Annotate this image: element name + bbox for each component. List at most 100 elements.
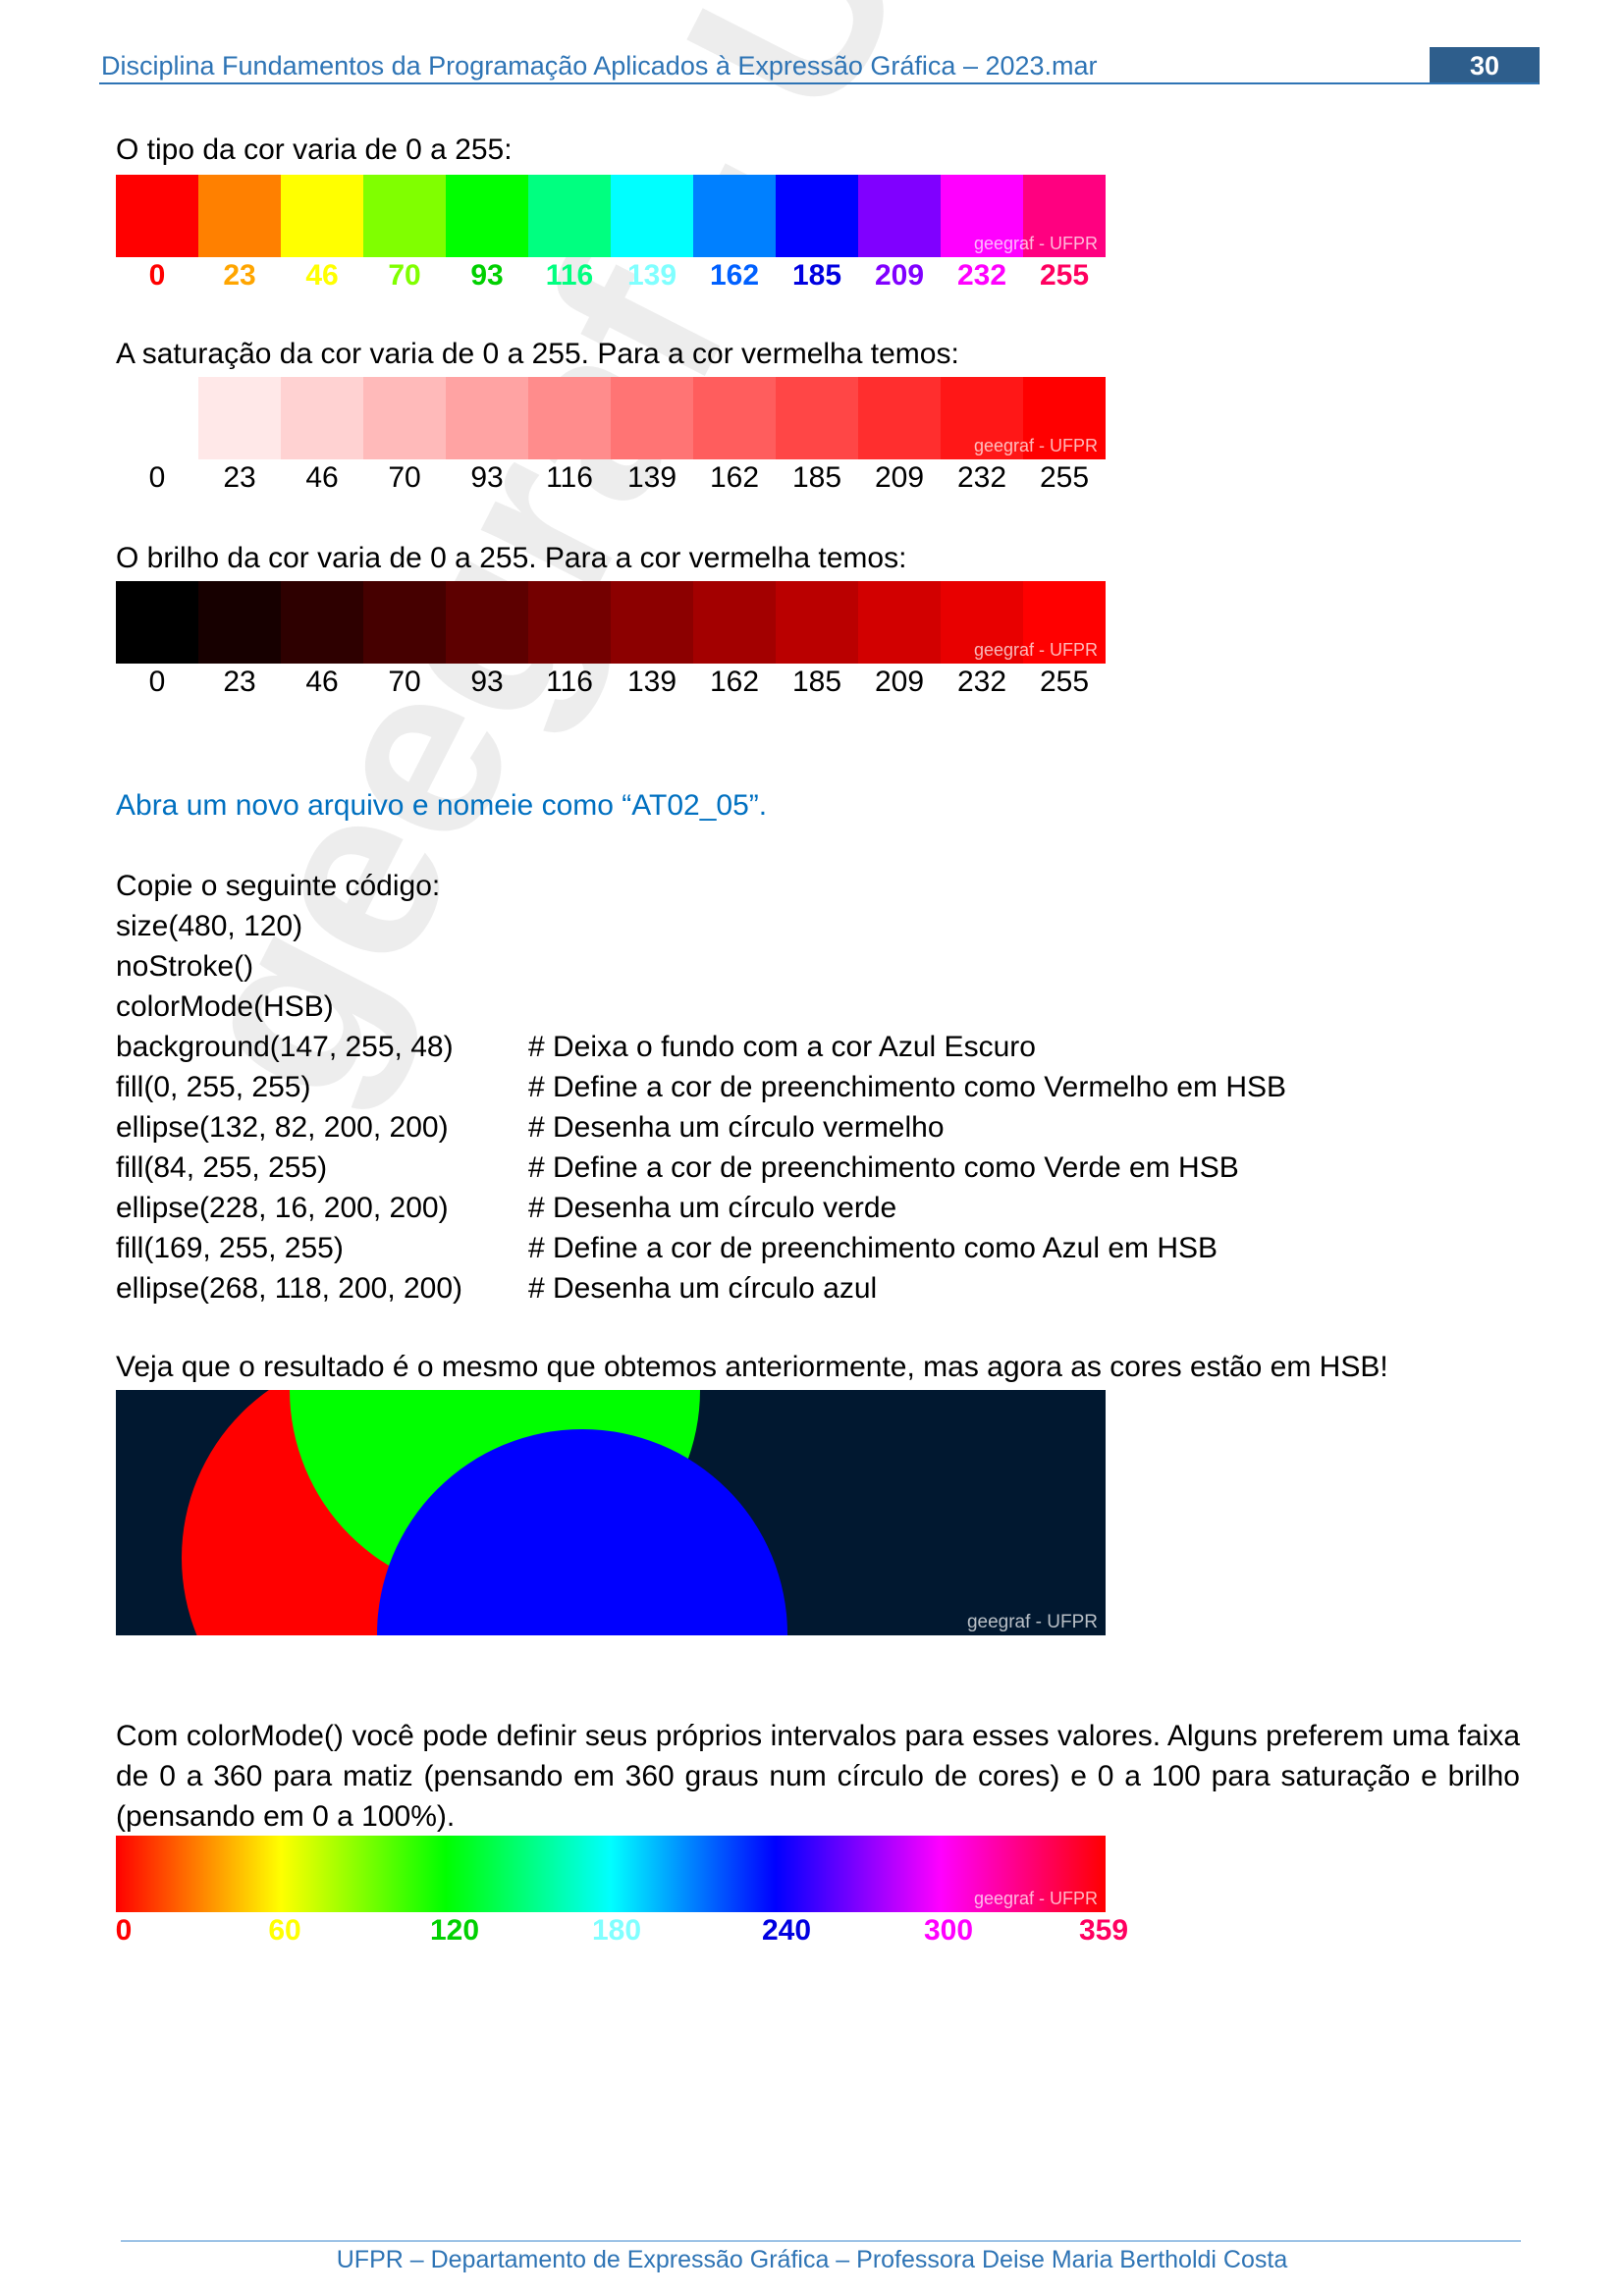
- value-label: 162: [709, 461, 760, 494]
- value-label: 185: [791, 666, 842, 698]
- code-line: fill(84, 255, 255): [116, 1151, 328, 1184]
- color-swatch: [693, 175, 776, 257]
- value-label: 0: [148, 259, 166, 292]
- instruction-text: Abra um novo arquivo e nomeie como “AT02…: [116, 789, 768, 822]
- value-label: 116: [546, 461, 593, 494]
- color-swatch: [941, 581, 1023, 664]
- color-swatch: [611, 175, 693, 257]
- color-swatch: [776, 175, 858, 257]
- color-swatch: [693, 377, 776, 459]
- strip-watermark: geegraf - UFPR: [973, 234, 1098, 253]
- hue360-label: 120: [429, 1914, 480, 1947]
- color-swatch: [281, 581, 363, 664]
- colormode-paragraph: Com colorMode() você pode definir seus p…: [116, 1720, 1520, 1833]
- header-divider: [99, 82, 1539, 84]
- code-line: background(147, 255, 48): [116, 1031, 454, 1063]
- color-swatch: [363, 377, 446, 459]
- value-label: 93: [470, 461, 504, 494]
- hue-strip: geegraf - UFPR: [116, 175, 1106, 257]
- color-swatch: [528, 377, 611, 459]
- value-label: 255: [1039, 259, 1090, 292]
- value-label: 232: [956, 461, 1007, 494]
- color-swatch: [693, 581, 776, 664]
- value-label: 162: [709, 259, 760, 292]
- result-watermark: geegraf - UFPR: [967, 1612, 1098, 1632]
- color-swatch: [281, 377, 363, 459]
- value-label: 232: [956, 259, 1007, 292]
- brightness-strip: geegraf - UFPR: [116, 581, 1106, 664]
- footer-text: UFPR – Departamento de Expressão Gráfica…: [336, 2246, 1288, 2273]
- result-text: Veja que o resultado é o mesmo que obtem…: [116, 1351, 1388, 1383]
- value-label: 70: [388, 666, 421, 698]
- value-label: 232: [956, 666, 1007, 698]
- hue360-label: 359: [1078, 1914, 1129, 1947]
- copy-intro-text: Copie o seguinte código:: [116, 870, 441, 902]
- value-label: 209: [874, 259, 925, 292]
- color-swatch: [858, 581, 941, 664]
- value-label: 46: [305, 259, 339, 292]
- code-line: fill(169, 255, 255): [116, 1232, 344, 1264]
- hsb-result-image: geegraf - UFPR: [116, 1390, 1106, 1635]
- color-swatch: [941, 175, 1023, 257]
- color-swatch: [528, 175, 611, 257]
- color-swatch: [198, 377, 281, 459]
- color-swatch: [116, 377, 198, 459]
- color-swatch: [281, 175, 363, 257]
- strip-watermark: geegraf - UFPR: [973, 640, 1098, 660]
- page-number: 30: [1430, 47, 1540, 84]
- color-swatch: [116, 175, 198, 257]
- color-swatch: [446, 377, 528, 459]
- color-swatch: [611, 377, 693, 459]
- value-label: 70: [388, 259, 421, 292]
- color-swatch: [858, 175, 941, 257]
- color-swatch: [776, 377, 858, 459]
- color-swatch: [116, 581, 198, 664]
- color-swatch: [198, 581, 281, 664]
- header-title: Disciplina Fundamentos da Programação Ap…: [101, 51, 1098, 80]
- code-comment: # Define a cor de preenchimento como Ver…: [528, 1071, 1287, 1103]
- footer-divider: [121, 2240, 1521, 2242]
- value-label: 93: [470, 259, 504, 292]
- value-label: 46: [305, 461, 339, 494]
- color-swatch: [611, 581, 693, 664]
- value-label: 139: [626, 461, 677, 494]
- code-line: colorMode(HSB): [116, 990, 334, 1023]
- color-swatch: [1023, 175, 1106, 257]
- saturation-labels: 0 23 46 70 93 116 139 162 185 209 232 255: [116, 461, 1106, 501]
- code-line: noStroke(): [116, 950, 254, 983]
- value-label: 23: [223, 666, 256, 698]
- value-label: 139: [626, 259, 677, 292]
- value-label: 162: [709, 666, 760, 698]
- hue360-label: 60: [268, 1914, 301, 1947]
- value-label: 0: [148, 461, 166, 494]
- hue360-labels: 0 60 120 180 240 300 359: [115, 1914, 1129, 1953]
- value-label: 116: [546, 666, 593, 698]
- color-swatch: [198, 175, 281, 257]
- value-label: 23: [223, 259, 256, 292]
- saturation-strip: geegraf - UFPR: [116, 377, 1106, 459]
- color-swatch: [528, 581, 611, 664]
- color-swatch: [941, 377, 1023, 459]
- code-line: ellipse(268, 118, 200, 200): [116, 1272, 463, 1305]
- value-label: 0: [148, 666, 166, 698]
- hue360-gradient: geegraf - UFPR: [116, 1836, 1106, 1912]
- value-label: 185: [791, 259, 842, 292]
- value-label: 209: [874, 461, 925, 494]
- hue360-label: 0: [115, 1914, 133, 1947]
- value-label: 209: [874, 666, 925, 698]
- blue-circle: [377, 1429, 787, 1635]
- color-swatch: [1023, 581, 1106, 664]
- value-label: 255: [1039, 461, 1090, 494]
- color-swatch: [363, 175, 446, 257]
- code-line: fill(0, 255, 255): [116, 1071, 311, 1103]
- hue360-label: 300: [923, 1914, 974, 1947]
- value-label: 23: [223, 461, 256, 494]
- code-line: ellipse(132, 82, 200, 200): [116, 1111, 449, 1144]
- code-line: ellipse(228, 16, 200, 200): [116, 1192, 449, 1224]
- color-swatch: [446, 175, 528, 257]
- hue-labels: 0 23 46 70 93 116 139 162 185 209 232 255: [116, 259, 1106, 298]
- value-label: 46: [305, 666, 339, 698]
- strip-watermark: geegraf - UFPR: [973, 1889, 1098, 1908]
- code-comment: # Define a cor de preenchimento como Azu…: [528, 1232, 1218, 1264]
- color-swatch: [363, 581, 446, 664]
